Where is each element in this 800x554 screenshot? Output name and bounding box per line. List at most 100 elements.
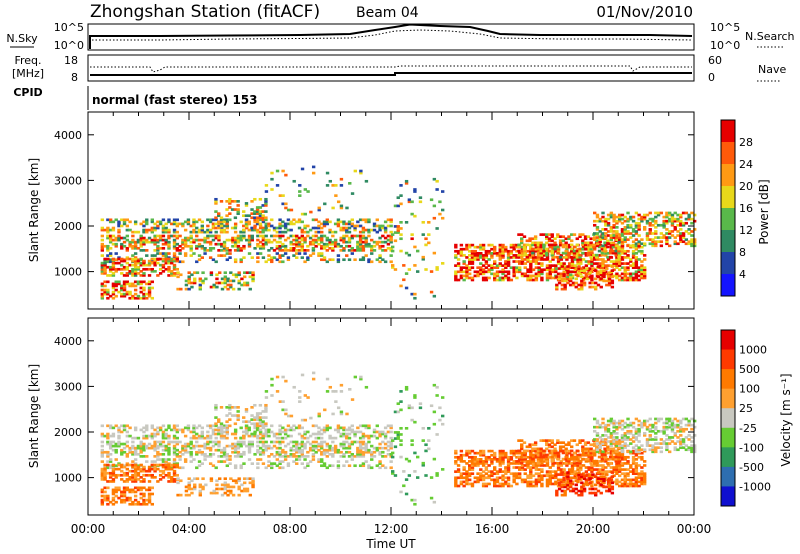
power-echo-cell bbox=[122, 244, 127, 248]
velocity-echo-cell bbox=[150, 460, 154, 463]
velocity-echo-cell bbox=[456, 455, 461, 459]
velocity-echo-cell bbox=[545, 453, 549, 457]
power-echo-cell bbox=[145, 267, 149, 271]
velocity-echo-cell bbox=[289, 448, 293, 452]
power-echo-cell bbox=[501, 270, 505, 274]
power-echo-cell bbox=[142, 238, 146, 242]
power-echo-cell bbox=[684, 238, 689, 241]
velocity-echo-cell bbox=[250, 418, 254, 421]
velocity-echo-cell bbox=[361, 455, 366, 458]
power-echo-cell bbox=[626, 223, 630, 227]
power-echo-cell bbox=[125, 238, 129, 242]
velocity-echo-cell bbox=[283, 452, 288, 456]
velocity-echo-cell bbox=[328, 452, 332, 456]
velocity-echo-cell bbox=[281, 448, 285, 452]
power-echo-cell bbox=[584, 245, 589, 249]
velocity-echo-cell bbox=[289, 452, 293, 456]
velocity-echo-cell bbox=[331, 452, 335, 456]
power-echo-cell bbox=[529, 256, 533, 259]
power-echo-cell bbox=[581, 258, 586, 261]
power-echo-cell bbox=[208, 218, 213, 222]
velocity-echo-cell bbox=[150, 476, 154, 479]
power-echo-cell bbox=[432, 294, 437, 298]
power-echo-cell bbox=[179, 287, 183, 291]
power-echo-cell bbox=[175, 222, 179, 226]
velocity-echo-cell bbox=[389, 460, 393, 463]
velocity-echo-cell bbox=[626, 484, 630, 488]
velocity-echo-cell bbox=[331, 446, 335, 450]
velocity-echo-cell bbox=[133, 426, 138, 430]
velocity-echo-cell bbox=[150, 436, 154, 440]
power-echo-cell bbox=[623, 215, 627, 219]
velocity-echo-cell bbox=[267, 444, 271, 448]
velocity-echo-cell bbox=[581, 464, 586, 467]
power-echo-cell bbox=[308, 254, 313, 257]
velocity-echo-cell bbox=[175, 448, 179, 452]
power-echo-cell bbox=[320, 230, 324, 234]
power-echo-cell bbox=[479, 247, 483, 251]
velocity-echo-cell bbox=[111, 478, 116, 481]
velocity-echo-cell bbox=[147, 480, 152, 483]
power-echo-cell bbox=[623, 276, 627, 280]
velocity-echo-cell bbox=[490, 457, 494, 461]
power-echo-cell bbox=[100, 254, 105, 257]
velocity-echo-cell bbox=[239, 426, 243, 430]
velocity-echo-cell bbox=[150, 432, 154, 436]
velocity-echo-cell bbox=[184, 489, 189, 493]
power-echo-cell bbox=[361, 228, 366, 232]
velocity-echo-cell bbox=[233, 430, 238, 434]
power-echo-cell bbox=[473, 274, 477, 278]
power-echo-cell bbox=[236, 240, 241, 244]
velocity-echo-cell bbox=[236, 414, 240, 417]
velocity-echo-cell bbox=[228, 412, 232, 415]
velocity-echo-cell bbox=[250, 414, 254, 417]
power-echo-cell bbox=[493, 249, 497, 253]
power-echo-cell bbox=[336, 254, 341, 257]
velocity-echo-cell bbox=[375, 446, 379, 450]
power-echo-cell bbox=[214, 234, 218, 238]
power-echo-cell bbox=[595, 236, 600, 239]
power-echo-cell bbox=[601, 264, 605, 267]
power-echo-cell bbox=[597, 245, 602, 249]
power-echo-cell bbox=[456, 278, 461, 282]
power-echo-cell bbox=[537, 258, 541, 261]
velocity-echo-cell bbox=[297, 446, 302, 450]
power-echo-cell bbox=[609, 230, 614, 233]
power-echo-cell bbox=[247, 240, 252, 244]
power-echo-cell bbox=[186, 222, 191, 226]
power-echo-cell bbox=[539, 233, 543, 236]
velocity-echo-cell bbox=[125, 424, 129, 428]
velocity-echo-cell bbox=[559, 468, 564, 471]
power-colorbar-tick-label: 20 bbox=[739, 180, 753, 193]
velocity-echo-cell bbox=[184, 485, 189, 489]
velocity-echo-cell bbox=[487, 449, 491, 453]
power-echo-cell bbox=[258, 222, 263, 226]
velocity-echo-cell bbox=[142, 430, 146, 434]
velocity-echo-cell bbox=[267, 434, 271, 438]
velocity-echo-cell bbox=[540, 462, 544, 465]
power-echo-cell bbox=[493, 260, 497, 263]
velocity-echo-cell bbox=[358, 436, 363, 440]
power-echo-cell bbox=[673, 236, 677, 239]
velocity-echo-cell bbox=[297, 458, 302, 461]
velocity-echo-cell bbox=[258, 420, 263, 424]
velocity-echo-cell bbox=[383, 466, 388, 470]
velocity-echo-cell bbox=[147, 492, 152, 496]
velocity-echo-cell bbox=[183, 450, 188, 454]
velocity-echo-cell bbox=[245, 489, 250, 493]
power-echo-cell bbox=[114, 284, 118, 288]
velocity-echo-cell bbox=[623, 468, 627, 471]
power-echo-cell bbox=[242, 214, 246, 218]
power-echo-cell bbox=[233, 242, 238, 246]
power-echo-cell bbox=[133, 272, 138, 275]
velocity-echo-cell bbox=[487, 464, 491, 467]
velocity-echo-cell bbox=[153, 428, 157, 432]
velocity-echo-cell bbox=[523, 464, 527, 467]
power-echo-cell bbox=[512, 247, 516, 251]
velocity-echo-cell bbox=[545, 484, 550, 488]
velocity-echo-cell bbox=[192, 424, 196, 428]
velocity-echo-cell bbox=[473, 451, 477, 455]
power-echo-cell bbox=[529, 276, 533, 280]
power-echo-cell bbox=[161, 257, 166, 261]
power-echo-cell bbox=[153, 257, 157, 261]
